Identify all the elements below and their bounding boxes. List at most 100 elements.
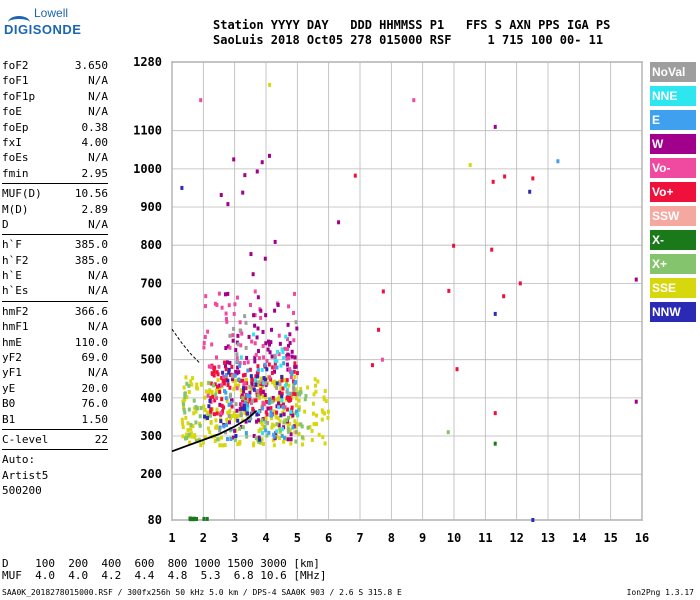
echo-point [228, 345, 232, 350]
echo-point [221, 409, 225, 414]
echo-point [228, 408, 232, 413]
echo-point [245, 407, 249, 412]
legend-item-nne: NNE [650, 86, 696, 106]
echo-point [279, 363, 283, 368]
echo-point [250, 381, 254, 386]
echo-point [219, 411, 223, 416]
param-value: 20.0 [81, 381, 109, 395]
x-tick-label: 4 [262, 531, 269, 545]
echo-point [189, 426, 193, 431]
echo-point [251, 399, 255, 404]
echo-point [192, 517, 196, 522]
param-value: N/A [88, 105, 108, 119]
echo-point [194, 409, 198, 414]
echo-point [258, 391, 262, 396]
echo-point [266, 381, 270, 386]
echo-point [257, 435, 261, 440]
echo-point [253, 313, 257, 318]
echo-point [282, 356, 286, 361]
artist-line: Auto: [2, 453, 36, 467]
echo-point [224, 346, 228, 351]
echo-point [252, 387, 256, 392]
echo-point [258, 419, 262, 424]
echo-point [230, 414, 234, 419]
echo-point [320, 408, 324, 413]
echo-point [236, 418, 240, 423]
echo-point [274, 413, 278, 418]
echo-point [277, 423, 281, 428]
echo-point [277, 405, 281, 410]
echo-point [248, 384, 252, 389]
echo-point [241, 378, 245, 383]
legend-item-nnw: NNW [650, 302, 696, 322]
echo-point [225, 399, 229, 404]
echo-point [262, 402, 266, 407]
param-value: 110.0 [74, 335, 108, 349]
echo-point [311, 401, 315, 406]
echo-point [234, 402, 238, 407]
echo-point [209, 396, 213, 401]
param-row: foEp 0.38 [2, 120, 108, 135]
lowell-digisonde-logo: Lowell DIGISONDE [4, 4, 100, 50]
echo-point [265, 433, 269, 438]
echo-point [278, 390, 282, 395]
echo-point [288, 421, 292, 426]
echo-point [268, 375, 272, 380]
legend-item-x-: X+ [650, 254, 696, 274]
echo-point [283, 383, 287, 388]
echo-point [196, 386, 200, 391]
param-row: h`F 385.0 [2, 237, 108, 252]
echo-point [265, 367, 269, 372]
echo-point [278, 394, 282, 399]
echo-point [225, 437, 229, 442]
echo-point [202, 516, 206, 521]
y-tick-label: 80 [148, 513, 162, 527]
echo-point [230, 404, 234, 409]
echo-point [210, 389, 214, 394]
footer-version: Ion2Png 1.3.17 [626, 588, 694, 597]
echo-point [370, 363, 374, 368]
echo-point [220, 435, 224, 440]
echo-point [247, 334, 251, 339]
echo-point [275, 422, 279, 427]
echo-point [260, 367, 264, 372]
x-tick-label: 14 [572, 531, 586, 545]
echo-point [238, 406, 242, 411]
echo-point [296, 412, 300, 417]
echo-point [209, 381, 213, 386]
echo-point [282, 412, 286, 417]
echo-point [289, 397, 293, 402]
echo-point [273, 361, 277, 366]
echo-point [205, 516, 209, 521]
param-row: hmF1 N/A [2, 319, 108, 334]
echo-point [248, 416, 252, 421]
echo-point [240, 406, 244, 411]
param-key: hmF1 [2, 320, 29, 334]
echo-point [271, 365, 275, 370]
y-tick-label: 600 [140, 315, 162, 329]
echo-point [281, 386, 285, 391]
echo-point [236, 413, 240, 418]
echo-point [283, 346, 287, 351]
echo-point [228, 385, 232, 390]
echo-point [266, 347, 270, 352]
echo-point [287, 304, 291, 309]
echo-point [244, 431, 248, 436]
echo-point [241, 418, 245, 423]
echo-point [285, 395, 289, 400]
echo-point [264, 399, 268, 404]
legend-item-ssw: SSW [650, 206, 696, 226]
echo-point [206, 426, 210, 431]
echo-point [225, 422, 229, 427]
echo-point [278, 419, 282, 424]
echo-point [323, 389, 327, 394]
param-value: N/A [88, 217, 108, 231]
param-row: B0 76.0 [2, 396, 108, 411]
echo-point [184, 436, 188, 441]
param-key: h`E [2, 269, 22, 283]
echo-point [229, 392, 233, 397]
echo-point [212, 369, 216, 374]
echo-point [267, 430, 271, 435]
echo-point [182, 405, 186, 410]
echo-point [255, 374, 259, 379]
